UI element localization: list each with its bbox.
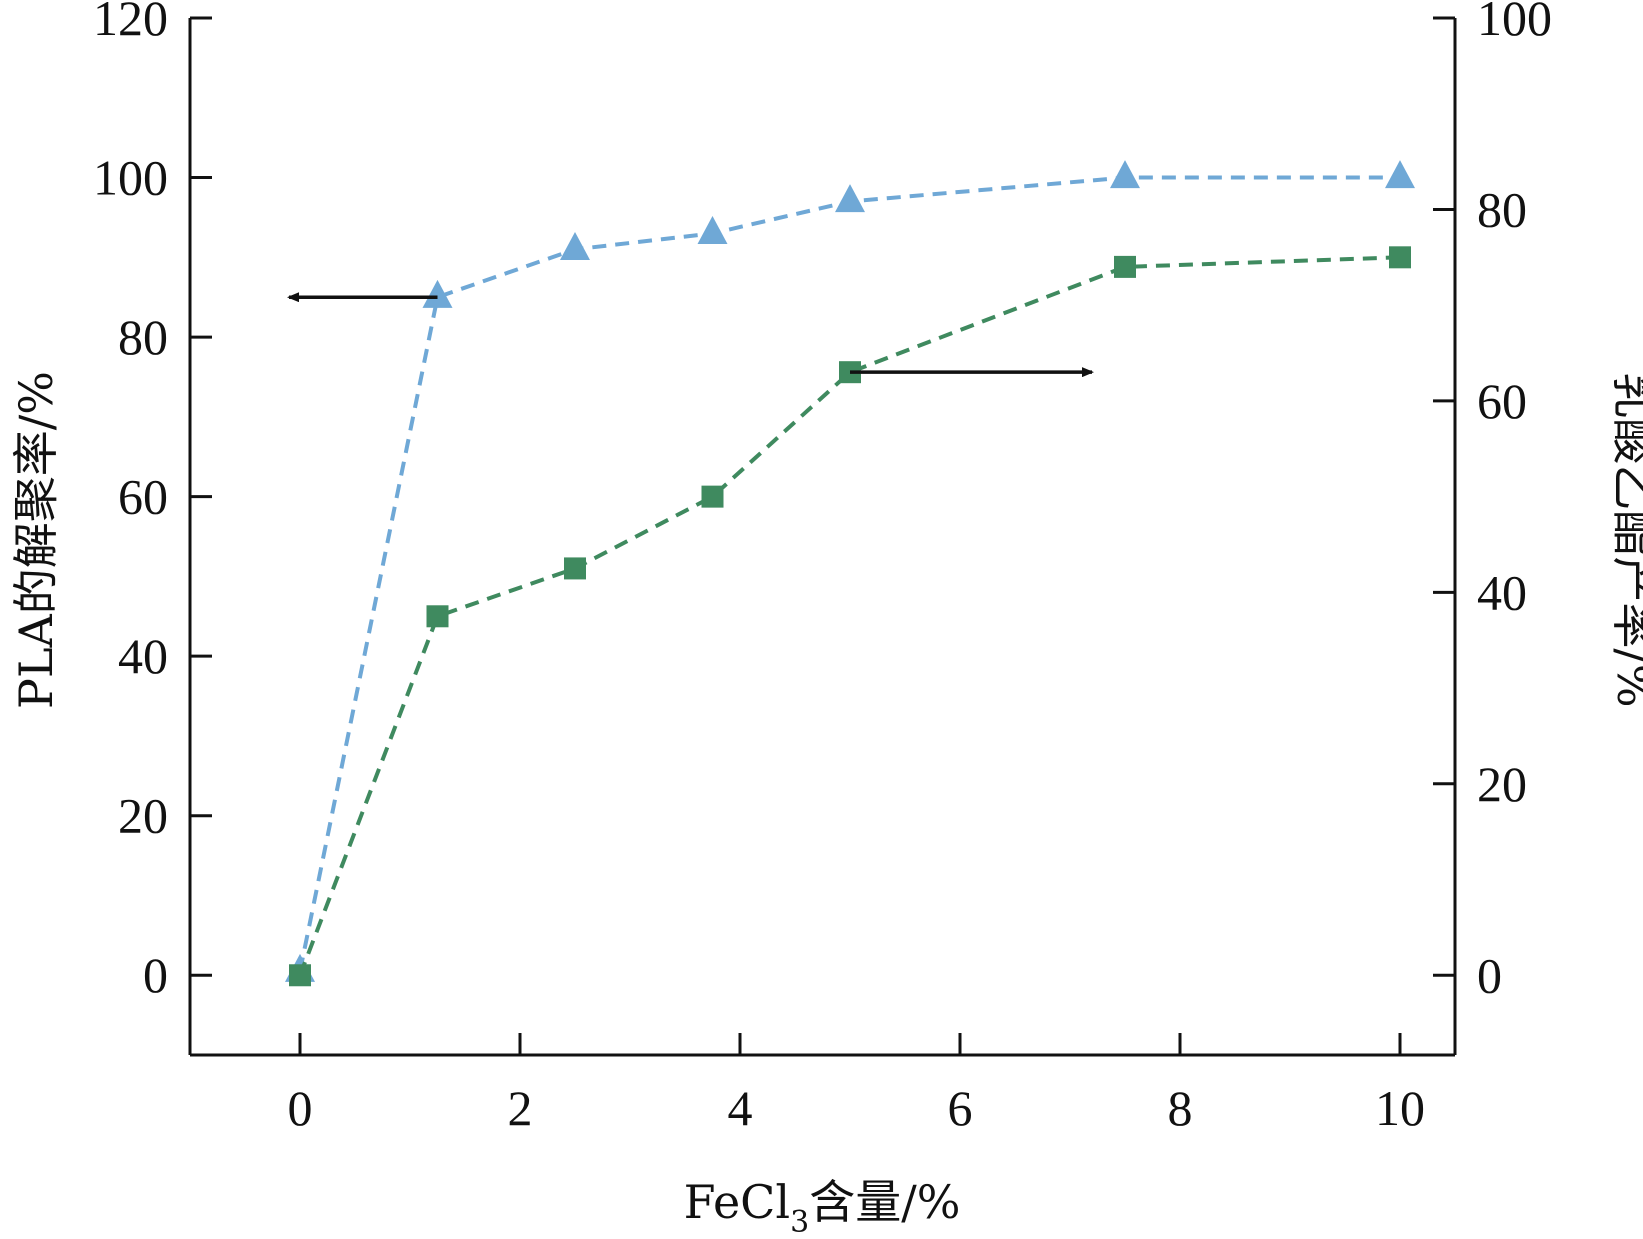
series-1-line [298, 175, 1400, 972]
series-2-point [1114, 255, 1136, 278]
right-y-tick-label: 60 [1477, 373, 1527, 429]
right-y-tick-label: 80 [1477, 181, 1527, 237]
series-1-point [422, 279, 453, 308]
series-1-point [1385, 160, 1415, 189]
x-tick-label: 0 [288, 1080, 313, 1136]
series-1-point [560, 231, 590, 260]
plot-frame [188, 18, 1457, 1057]
series-2-point [426, 605, 449, 628]
left-y-ticks: 0 20 40 60 80 100 120 [93, 0, 212, 1003]
x-tick-label: 2 [508, 1080, 533, 1136]
x-axis-title-rest: 含量/% [809, 1175, 960, 1229]
left-y-tick-label: 120 [93, 0, 168, 46]
x-tick-label: 8 [1168, 1080, 1193, 1136]
left-y-tick-label: 40 [118, 628, 168, 684]
series-2-point [701, 485, 724, 508]
right-y-axis-title: 乳酸乙酯产率/% [1607, 372, 1643, 707]
series-2-point [289, 964, 311, 987]
x-axis-title-subscript: 3 [790, 1205, 809, 1239]
x-tick-label: 4 [728, 1080, 753, 1136]
right-y-tick-label: 20 [1477, 756, 1527, 812]
left-y-tick-label: 0 [143, 947, 168, 1003]
series-2-point [564, 557, 586, 580]
left-y-tick-label: 80 [118, 309, 168, 365]
x-tick-label: 10 [1375, 1080, 1425, 1136]
left-y-tick-label: 60 [118, 469, 168, 525]
right-y-tick-label: 100 [1477, 0, 1552, 46]
series-1-point [697, 216, 728, 245]
x-tick-label: 6 [948, 1080, 973, 1136]
series-1-point [835, 184, 865, 213]
left-y-tick-label: 20 [118, 788, 168, 844]
series-1-point [1110, 160, 1140, 189]
right-y-tick-label: 0 [1477, 947, 1502, 1003]
annotation-layer [287, 292, 1094, 378]
series-layer [285, 160, 1415, 987]
left-y-axis-title: PLA的解聚率/% [9, 371, 63, 709]
right-y-tick-label: 40 [1477, 564, 1527, 620]
left-y-tick-label: 100 [93, 150, 168, 206]
x-axis-title-main: FeCl [684, 1175, 791, 1229]
x-axis-title: FeCl3含量/% [684, 1175, 961, 1239]
x-ticks: 0 2 4 6 8 10 [288, 1033, 1425, 1136]
right-y-ticks: 0 20 40 60 80 100 [1433, 0, 1552, 1003]
series-2-point [1389, 246, 1411, 269]
